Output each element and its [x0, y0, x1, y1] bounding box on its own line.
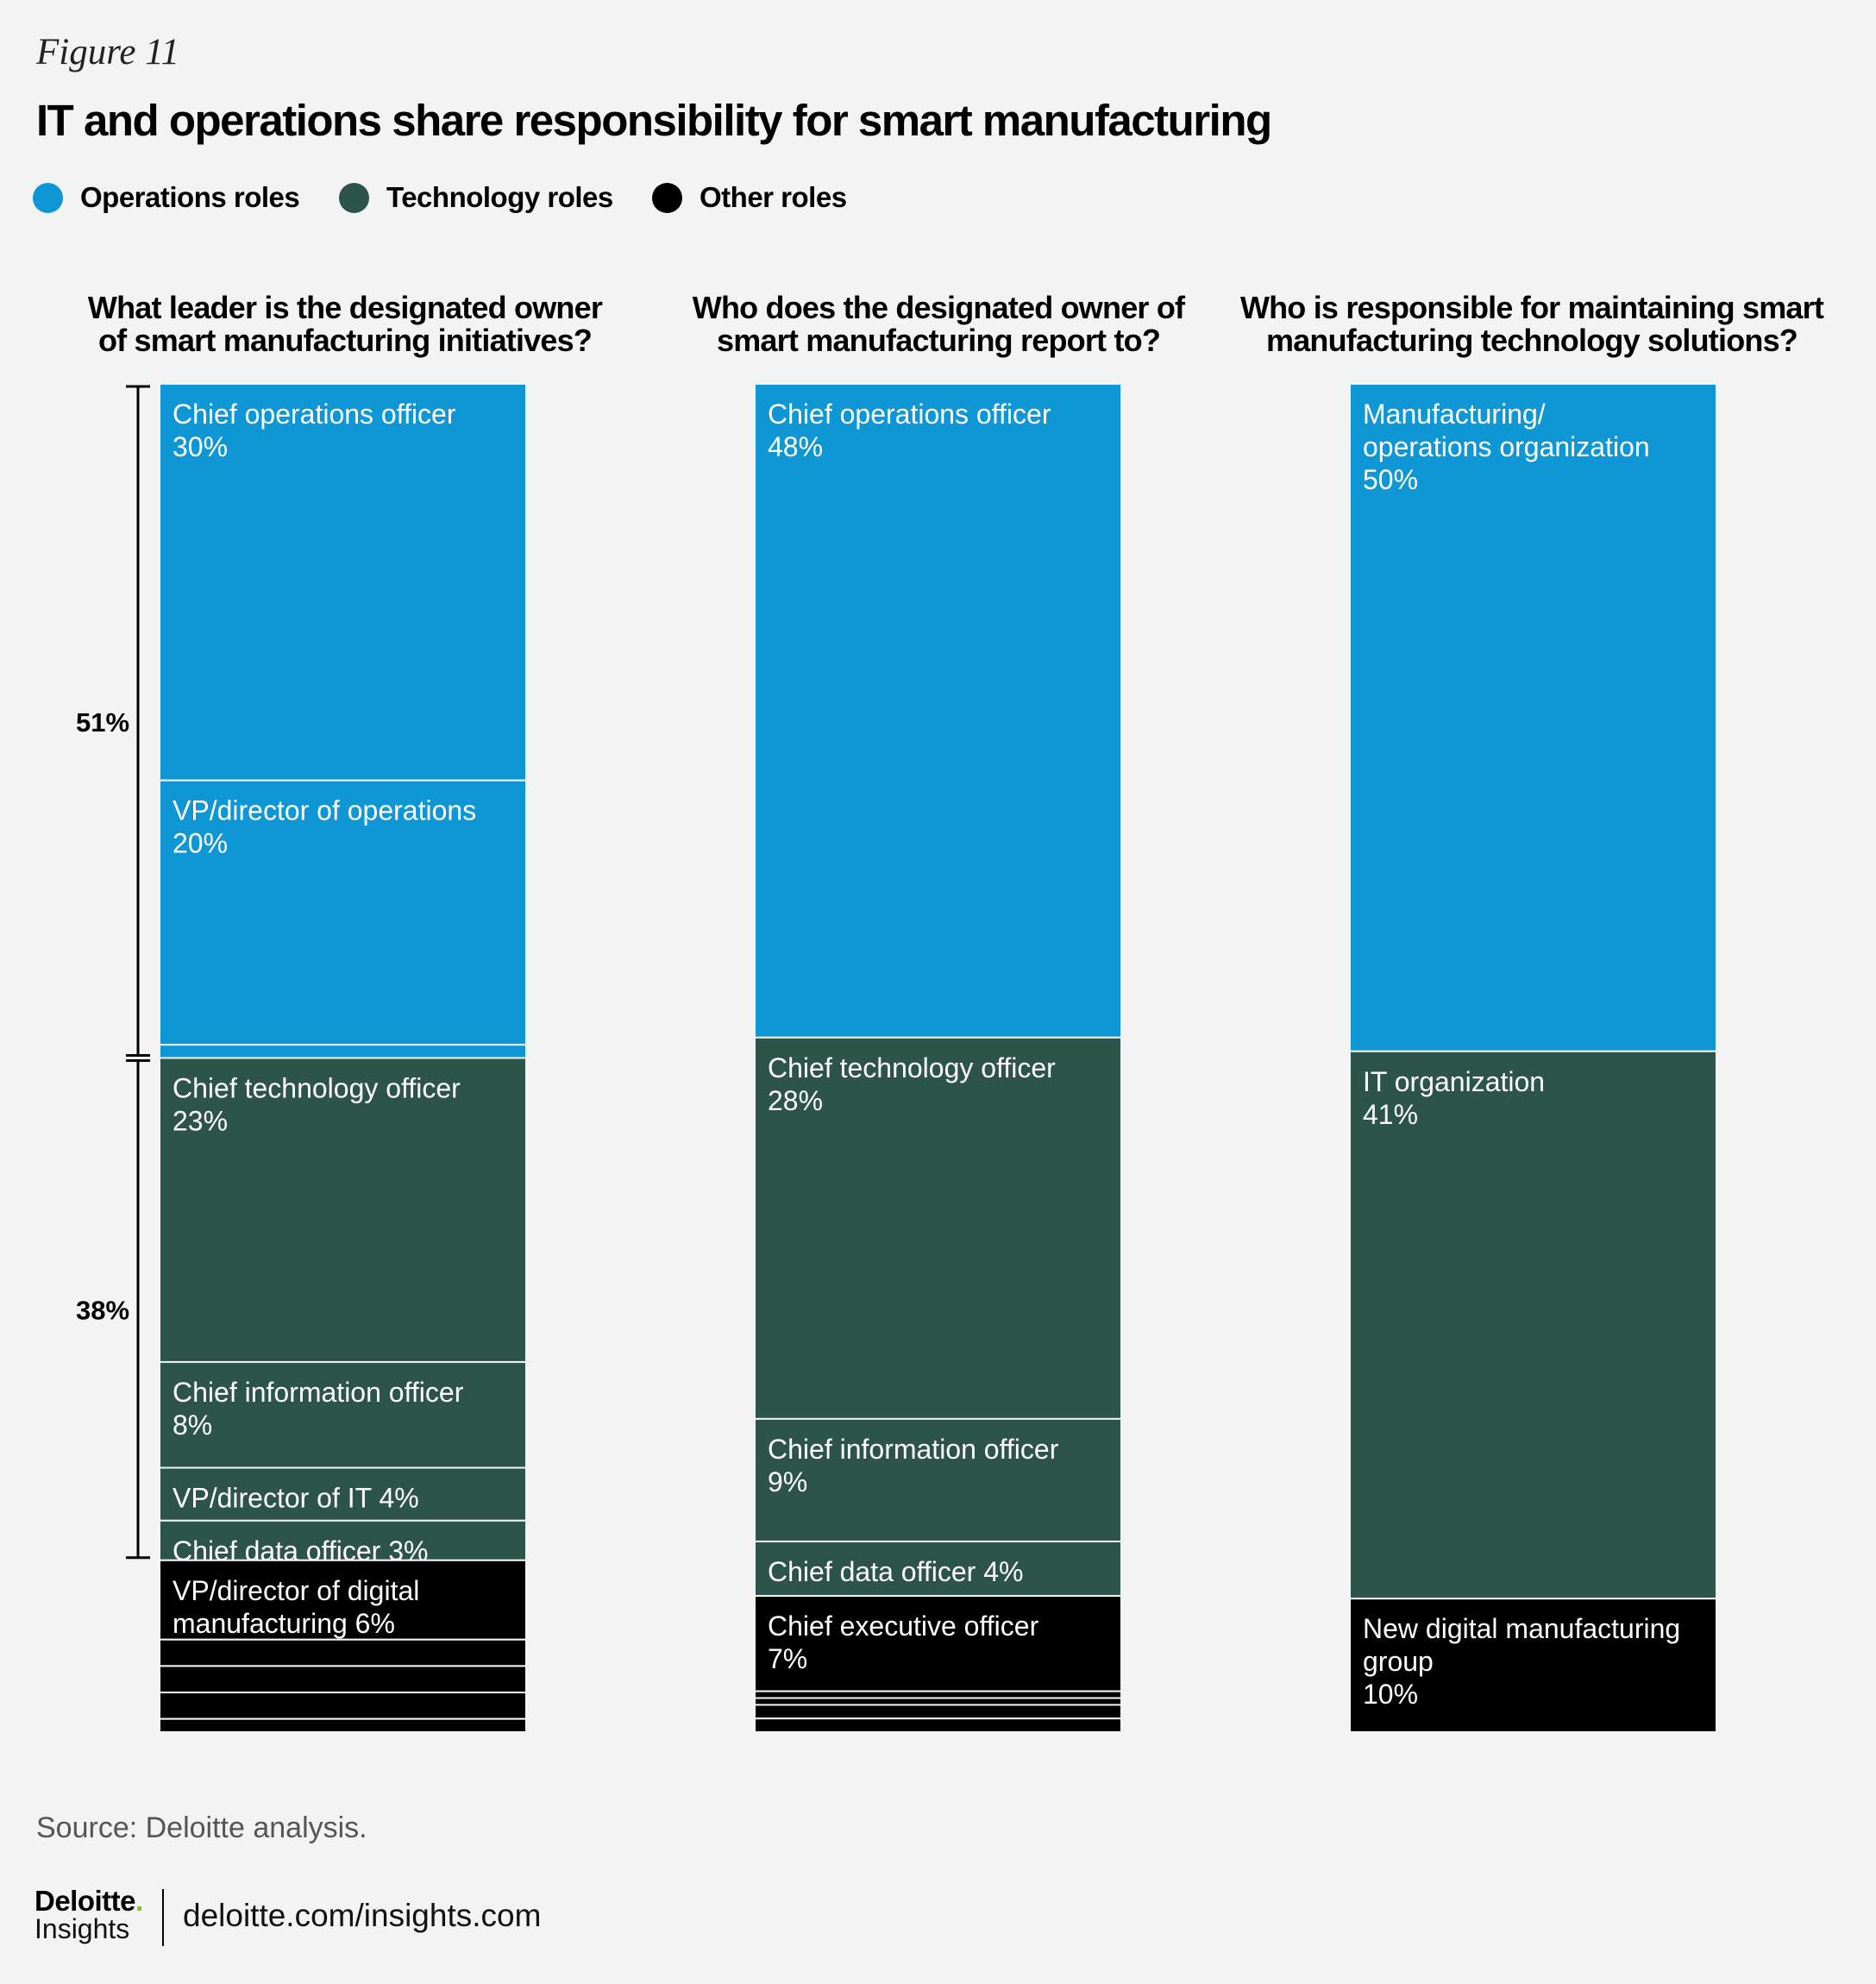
segment-label: 48%	[768, 431, 823, 462]
bar-segment	[1349, 383, 1717, 1052]
bar-segment	[159, 1665, 527, 1694]
logo-dot: .	[135, 1885, 143, 1917]
bar-segment	[159, 383, 527, 782]
bar-segment	[159, 1717, 527, 1734]
bar-segment	[754, 1417, 1122, 1542]
bar-segment	[159, 1360, 527, 1469]
legend-label: Technology roles	[386, 181, 613, 213]
bar-segment	[754, 1595, 1122, 1692]
bar-segment	[754, 1717, 1122, 1734]
segment-label: Chief operations officer	[768, 399, 1051, 430]
bar-segment	[159, 1057, 527, 1363]
segment-label: manufacturing 6%	[173, 1608, 395, 1639]
legend-label: Other roles	[700, 181, 847, 213]
legend-swatch-operations-icon	[33, 182, 63, 213]
segment-label: 7%	[768, 1643, 807, 1674]
bracket-label: 51%	[76, 707, 129, 738]
legend-swatch-other-icon	[652, 182, 682, 213]
legend-item-operations: Operations roles	[33, 181, 300, 214]
segment-label: Chief information officer	[173, 1377, 464, 1408]
segment-label: 30%	[173, 431, 228, 462]
segment-label: Chief technology officer	[768, 1052, 1056, 1083]
segment-label: group	[1363, 1646, 1434, 1677]
legend-label: Operations roles	[80, 181, 300, 213]
chart-2-question-line: Who does the designated owner of	[692, 290, 1185, 325]
deloitte-logo: Deloitte. Insights	[35, 1887, 143, 1943]
bar-segment	[754, 1704, 1122, 1720]
segment-label: 28%	[768, 1085, 823, 1116]
footer-divider	[162, 1889, 164, 1946]
segment-label: Chief operations officer	[173, 399, 456, 430]
segment-label: VP/director of digital	[173, 1575, 419, 1606]
segment-label: Chief technology officer	[173, 1073, 461, 1104]
chart-2-question: Who does the designated owner of smart m…	[628, 292, 1249, 357]
segment-label: New digital manufacturing	[1363, 1613, 1680, 1644]
bar-segment	[754, 1690, 1122, 1699]
segment-label: 10%	[1363, 1679, 1418, 1710]
logo-sub: Insights	[35, 1913, 130, 1944]
segment-label: 41%	[1363, 1099, 1418, 1130]
bar-segment	[754, 1540, 1122, 1598]
segment-label: Manufacturing/	[1363, 399, 1546, 430]
bar-segment	[159, 1559, 527, 1641]
bar-segment	[754, 1697, 1122, 1706]
bar-segment	[754, 383, 1122, 1039]
segment-label: VP/director of IT 4%	[173, 1483, 419, 1514]
legend-item-other: Other roles	[652, 181, 847, 214]
figure-label: Figure 11	[36, 32, 179, 72]
logo-name: Deloitte	[35, 1885, 136, 1917]
bracket-label: 38%	[76, 1296, 129, 1326]
segment-label: IT organization	[1363, 1066, 1545, 1097]
legend-swatch-technology-icon	[339, 182, 369, 213]
bar-segment	[159, 1638, 527, 1667]
chart-1-question: What leader is the designated owner of s…	[35, 292, 656, 357]
bar-segment	[1349, 1598, 1717, 1734]
segment-label: 23%	[173, 1106, 228, 1137]
bar-segment	[159, 1692, 527, 1720]
chart-title: IT and operations share responsibility f…	[36, 96, 1272, 145]
chart-3-question-line: manufacturing technology solutions?	[1265, 323, 1798, 358]
chart-1-question-line: of smart manufacturing initiatives?	[97, 323, 593, 358]
source-note: Source: Deloitte analysis.	[36, 1811, 367, 1844]
segment-label: 50%	[1363, 464, 1418, 495]
segment-label: Chief executive officer	[768, 1610, 1039, 1642]
footer-url[interactable]: deloitte.com/insights.com	[183, 1898, 542, 1933]
segment-label: 9%	[768, 1466, 807, 1497]
segment-label: operations organization	[1363, 431, 1650, 462]
segment-label: 20%	[173, 828, 228, 859]
chart-1-question-line: What leader is the designated owner	[87, 290, 603, 325]
chart-3-question-line: Who is responsible for maintaining smart	[1239, 290, 1824, 325]
bar-segment	[159, 1466, 527, 1522]
bar-segment	[159, 1519, 527, 1561]
bar-segment	[159, 1044, 527, 1059]
segment-label: Chief data officer 4%	[768, 1556, 1023, 1587]
segment-label: Chief information officer	[768, 1434, 1059, 1465]
bar-segment	[754, 1036, 1122, 1420]
segment-label: 8%	[173, 1410, 212, 1441]
bar-segment	[1349, 1050, 1717, 1600]
chart-3-question: Who is responsible for maintaining smart…	[1221, 292, 1842, 357]
legend-item-technology: Technology roles	[339, 181, 613, 214]
segment-label: VP/director of operations	[173, 795, 476, 826]
chart-2-question-line: smart manufacturing report to?	[716, 323, 1161, 358]
